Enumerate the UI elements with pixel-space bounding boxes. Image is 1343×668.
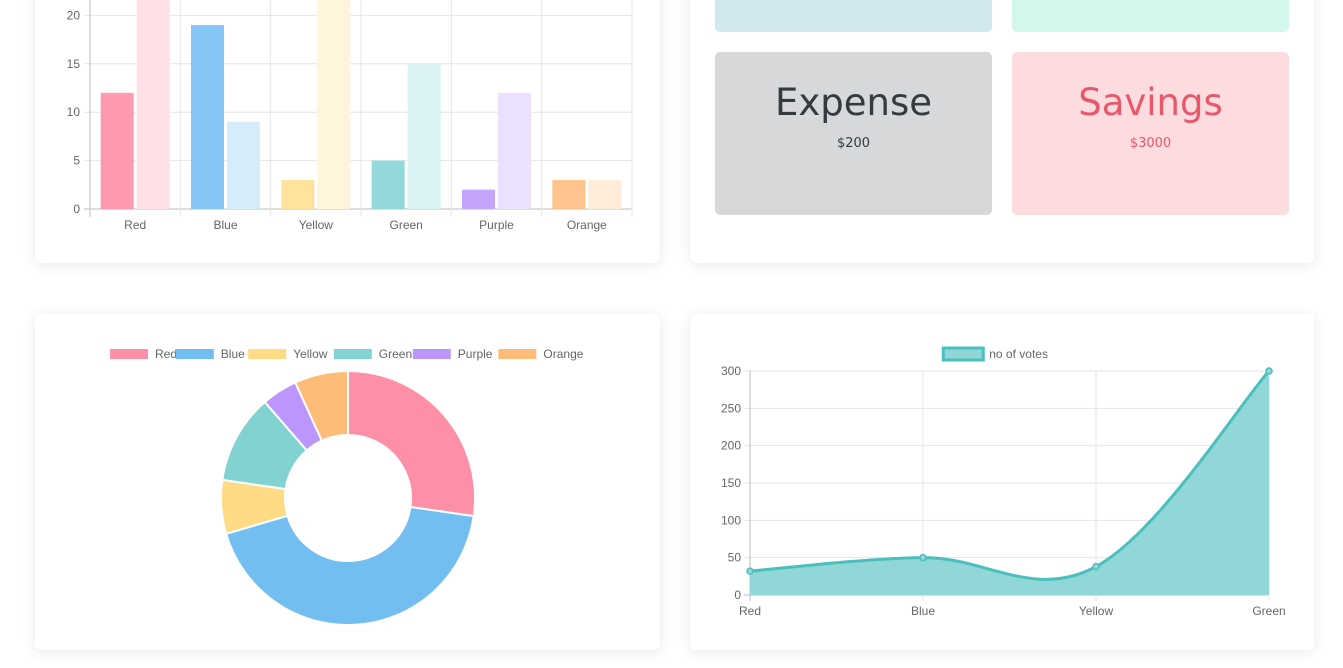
stat-tile-1 — [715, 0, 992, 32]
bar-green-1 — [371, 160, 405, 209]
legend-item-votes: no of votes — [941, 346, 1048, 362]
savings-amount: $3000 — [1129, 136, 1172, 151]
legend-label: Orange — [543, 347, 583, 361]
bar-yellow-1 — [281, 179, 315, 209]
point-green — [1265, 367, 1273, 375]
doughnut-chart[interactable]: Red Blue Yellow Green Purple Orange — [35, 314, 660, 650]
legend-label: no of votes — [989, 347, 1048, 361]
bar-purple-2 — [498, 92, 531, 209]
x-tick-label: Blue — [911, 604, 935, 618]
legend-item-green: Green — [333, 347, 412, 361]
legend-label: Yellow — [293, 347, 328, 361]
stats-card: Expense $200 Savings $3000 — [690, 0, 1314, 263]
stat-tile-2 — [1012, 0, 1289, 32]
x-tick-label: Orange — [567, 218, 607, 232]
y-tick-label: 100 — [721, 513, 741, 527]
y-tick-label: 150 — [721, 476, 741, 490]
legend-item-blue: Blue — [175, 347, 245, 361]
x-tick-label: Green — [1252, 604, 1285, 618]
legend-swatch — [175, 349, 214, 359]
y-tick-label: 5 — [73, 154, 80, 168]
legend-swatch — [110, 349, 148, 359]
legend-swatch — [412, 349, 451, 359]
x-tick-label: Red — [739, 604, 761, 618]
legend-swatch — [333, 349, 372, 359]
x-tick-label: Purple — [479, 218, 514, 232]
bar-green-2 — [407, 63, 441, 209]
savings-title: Savings — [1078, 81, 1223, 124]
legend-item-red: Red — [110, 347, 177, 361]
line-chart-card: no of votes 0 50 100 150 200 250 300 Red Blue Yell… — [690, 314, 1314, 650]
x-tick-label: Red — [124, 218, 146, 232]
x-tick-label: Green — [389, 218, 422, 232]
legend-swatch — [248, 349, 287, 359]
legend-item-yellow: Yellow — [248, 347, 328, 361]
slice-red — [347, 369, 476, 518]
area-chart[interactable]: no of votes 0 50 100 150 200 250 300 Red Blue Yell… — [690, 314, 1314, 650]
bar-blue-2 — [227, 121, 260, 209]
y-tick-label: 250 — [721, 401, 741, 415]
y-tick-label: 200 — [721, 439, 741, 453]
bar-chart-card: 0 5 10 15 20 Red Blue Yellow Green Purple Orange — [35, 0, 660, 263]
x-tick-label: Blue — [213, 218, 237, 232]
bar-yellow-2 — [317, 0, 351, 210]
point-red — [746, 567, 754, 575]
y-tick-label: 300 — [721, 364, 741, 378]
slice-blue — [224, 505, 475, 626]
bar-blue-1 — [191, 25, 224, 209]
area-fill — [750, 371, 1269, 595]
x-tick-label: Yellow — [1079, 604, 1114, 618]
legend-item-orange: Orange — [498, 347, 584, 361]
series-line — [749, 370, 1271, 581]
y-tick-label: 50 — [728, 551, 742, 565]
y-tick-label: 20 — [67, 8, 81, 22]
legend-label: Red — [155, 347, 177, 361]
bar-orange-1 — [552, 179, 586, 209]
legend-label: Blue — [221, 347, 245, 361]
legend-label: Green — [379, 347, 412, 361]
y-tick-label: 0 — [73, 202, 80, 216]
expense-amount: $200 — [836, 136, 871, 151]
y-tick-label: 10 — [67, 105, 81, 119]
x-tick-label: Yellow — [299, 218, 334, 232]
point-yellow — [1092, 562, 1100, 571]
legend-swatch — [498, 349, 537, 359]
savings-tile: Savings $3000 — [1012, 52, 1289, 215]
expense-title: Expense — [774, 81, 932, 124]
y-tick-label: 0 — [734, 588, 741, 602]
bar-chart[interactable]: 0 5 10 15 20 Red Blue Yellow Green Purple Orange — [35, 0, 660, 263]
y-tick-label: 15 — [67, 57, 81, 71]
point-blue — [919, 553, 927, 562]
doughnut-chart-card: Red Blue Yellow Green Purple Orange — [35, 314, 660, 650]
bar-orange-2 — [588, 179, 622, 209]
bar-purple-1 — [462, 189, 495, 209]
slice-orange — [293, 369, 349, 443]
expense-tile: Expense $200 — [715, 52, 992, 215]
bar-red-1 — [100, 92, 134, 209]
legend-item-purple: Purple — [412, 347, 493, 361]
legend-swatch — [941, 346, 985, 362]
legend-label: Purple — [458, 347, 493, 361]
bar-red-2 — [136, 0, 170, 210]
